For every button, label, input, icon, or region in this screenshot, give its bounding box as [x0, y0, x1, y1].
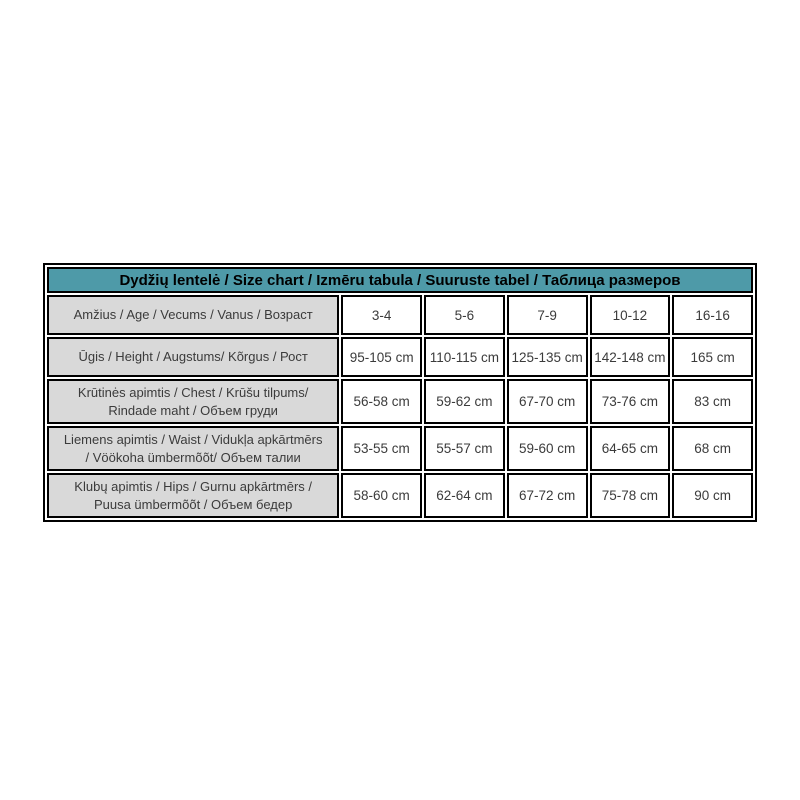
- value-cell: 59-60 cm: [506, 426, 588, 472]
- value-cell: 64-65 cm: [589, 426, 671, 472]
- row-label-age: Amžius / Age / Vecums / Vanus / Возраст: [47, 295, 340, 335]
- value-cell: 75-78 cm: [589, 473, 671, 519]
- value-cell: 58-60 cm: [341, 473, 423, 519]
- row-label-hips: Klubų apimtis / Hips / Gurnu apkārtmērs …: [47, 473, 340, 519]
- value-cell: 68 cm: [672, 426, 753, 472]
- size-chart-title: Dydžių lentelė / Size chart / Izmēru tab…: [47, 267, 753, 293]
- value-cell: 7-9: [506, 295, 588, 335]
- value-cell: 67-72 cm: [506, 473, 588, 519]
- value-cell: 165 cm: [672, 337, 753, 377]
- value-cell: 95-105 cm: [341, 337, 423, 377]
- value-cell: 110-115 cm: [424, 337, 505, 377]
- table-header-row: Dydžių lentelė / Size chart / Izmēru tab…: [47, 267, 753, 293]
- value-cell: 73-76 cm: [589, 379, 671, 425]
- value-cell: 56-58 cm: [341, 379, 423, 425]
- row-label-waist: Liemens apimtis / Waist / Vidukļa apkārt…: [47, 426, 340, 472]
- value-cell: 62-64 cm: [424, 473, 505, 519]
- value-cell: 55-57 cm: [424, 426, 505, 472]
- table-row-age: Amžius / Age / Vecums / Vanus / Возраст …: [47, 295, 753, 335]
- value-cell: 5-6: [424, 295, 505, 335]
- value-cell: 3-4: [341, 295, 423, 335]
- row-label-chest: Krūtinės apimtis / Chest / Krūšu tilpums…: [47, 379, 340, 425]
- size-chart-table: Dydžių lentelė / Size chart / Izmēru tab…: [43, 263, 757, 523]
- value-cell: 142-148 cm: [589, 337, 671, 377]
- value-cell: 59-62 cm: [424, 379, 505, 425]
- value-cell: 125-135 cm: [506, 337, 588, 377]
- value-cell: 16-16: [672, 295, 753, 335]
- table-row-chest: Krūtinės apimtis / Chest / Krūšu tilpums…: [47, 379, 753, 425]
- row-label-height: Ūgis / Height / Augstums/ Kõrgus / Рост: [47, 337, 340, 377]
- table-row-height: Ūgis / Height / Augstums/ Kõrgus / Рост …: [47, 337, 753, 377]
- value-cell: 83 cm: [672, 379, 753, 425]
- table-row-waist: Liemens apimtis / Waist / Vidukļa apkārt…: [47, 426, 753, 472]
- value-cell: 90 cm: [672, 473, 753, 519]
- size-chart-container: Dydžių lentelė / Size chart / Izmēru tab…: [43, 263, 757, 523]
- table-row-hips: Klubų apimtis / Hips / Gurnu apkārtmērs …: [47, 473, 753, 519]
- value-cell: 67-70 cm: [506, 379, 588, 425]
- value-cell: 10-12: [589, 295, 671, 335]
- value-cell: 53-55 cm: [341, 426, 423, 472]
